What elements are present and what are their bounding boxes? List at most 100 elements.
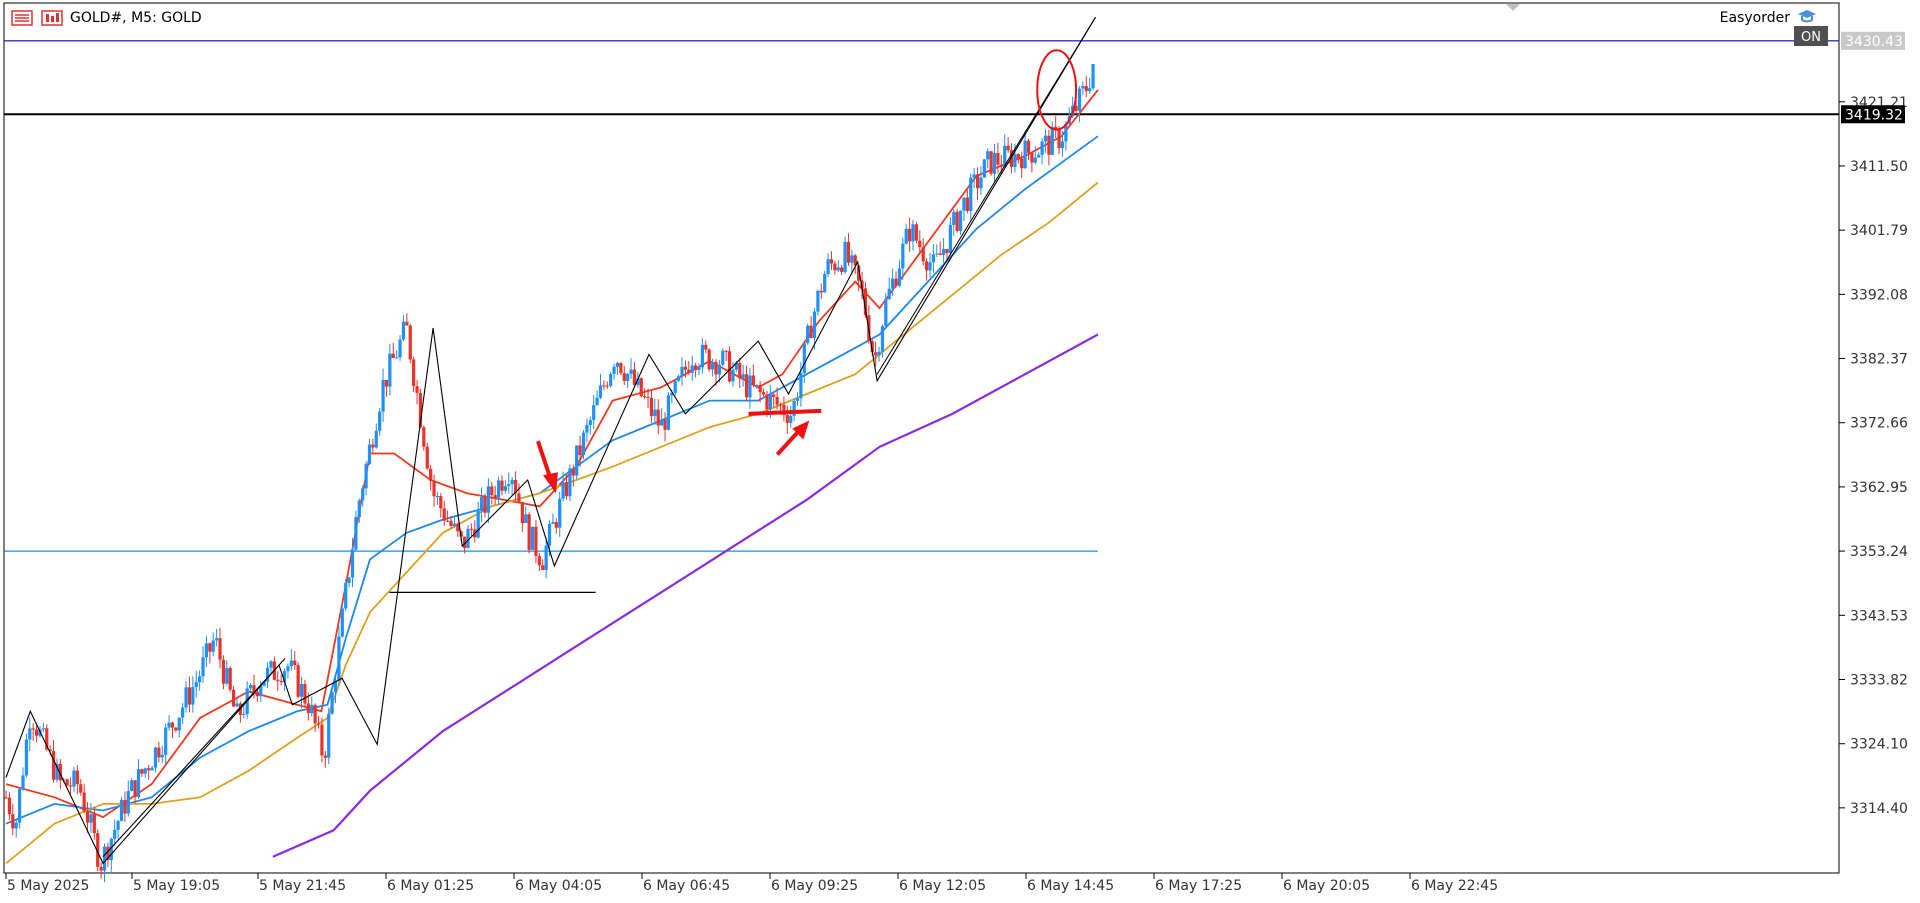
candle-body [975,174,980,189]
price-tick-label: 3333.82 [1850,672,1908,688]
candle-body [490,486,494,496]
candle-body [850,255,854,263]
zigzag-indicator [5,16,1096,865]
candlestick-icon[interactable] [40,9,64,27]
candle-body [558,498,562,528]
candle-body [819,290,823,293]
candle-body [293,660,297,666]
menu-icon[interactable] [10,9,34,27]
candle-body [605,385,609,387]
candle-body [884,298,888,327]
candle-body [136,769,141,798]
price-tick-label: 3314.40 [1850,801,1908,817]
annotations[interactable] [536,49,1078,494]
arrow-down-annotation[interactable] [536,440,552,478]
candle-body [333,680,338,693]
candle-body [751,375,755,386]
time-tick-label: 5 May 21:45 [259,878,346,894]
candle-body [160,754,164,758]
candle-body [126,790,130,814]
candle-body [79,784,83,793]
candle-body [812,311,817,339]
time-tick-label: 6 May 17:25 [1155,878,1242,894]
arrow-up-annotation[interactable] [775,429,801,456]
candle-body [252,685,256,692]
candle-body [693,365,698,371]
candle-body [931,254,935,263]
candle-body [303,683,307,704]
candle-body [921,247,925,262]
candle-body [496,480,501,498]
candle-body [21,775,25,790]
candle-body [578,445,582,456]
candle-body [673,380,677,393]
candle-body [51,750,56,780]
candle-body [235,703,239,707]
candle-body [979,177,983,189]
candle-body [755,384,759,386]
candle-body [486,486,490,513]
candle-body [45,728,49,750]
candle-body [415,386,419,394]
time-tick-label: 6 May 04:05 [515,878,602,894]
candle-body [554,522,558,528]
candle-body [65,779,69,786]
candle-body [350,549,355,578]
candle-body [714,362,718,375]
time-tick-label: 6 May 22:45 [1411,878,1498,894]
candle-body [194,682,198,688]
candle-body [225,668,229,684]
candle-body [710,362,715,370]
candle-body [1064,123,1068,142]
candle-body [1030,152,1034,163]
candle-body [184,687,188,708]
candle-body [374,430,378,448]
candle-body [619,362,623,374]
candle-body [17,789,22,823]
candle-body [221,659,226,684]
candle-body [772,394,776,398]
candle-body [700,344,704,368]
candle-body [459,531,463,537]
candle-body [911,224,915,242]
candle-body [748,375,752,398]
time-axis[interactable]: 5 May 2025 5 May 19:05 5 May 21:45 6 May 01… [5,873,1498,894]
candle-body [279,680,283,683]
candle-body [857,265,861,281]
bid-price-tag [1841,31,1905,50]
candle-body [1023,140,1027,169]
support-marker[interactable] [748,408,822,416]
time-tick-label: 6 May 09:25 [771,878,858,894]
candle-body [527,514,531,550]
horizontal-lines[interactable] [4,40,1839,594]
candle-body [840,267,844,272]
on-badge[interactable] [1794,26,1828,46]
candle-body [996,153,1000,165]
time-tick-label: 6 May 20:05 [1283,878,1370,894]
candle-body [41,728,45,730]
candle-body [744,374,749,398]
candle-body [503,486,507,491]
candle-body [941,249,946,255]
candle-body [683,366,688,370]
candle-body [286,666,290,672]
candle-body [432,480,436,497]
expert-advisor-label[interactable]: Easyorder [1720,8,1818,28]
trend-line [102,658,286,858]
candle-body [541,565,545,570]
candle-body [588,419,592,425]
candle-body [327,713,331,758]
price-axis[interactable]: 3314.40 3324.10 3333.82 3343.53 3353.24 3362.… [1839,95,1908,817]
candle-body [422,427,426,447]
candle-body [507,484,511,487]
candle-body [894,278,898,286]
candle-body [391,353,395,358]
circle-annotation[interactable] [1036,49,1078,131]
candle-body [592,405,596,420]
candle-body [113,829,117,839]
candle-body [456,523,460,532]
candle-body [792,400,796,416]
time-tick-label: 6 May 01:25 [387,878,474,894]
candle-body [677,376,681,381]
